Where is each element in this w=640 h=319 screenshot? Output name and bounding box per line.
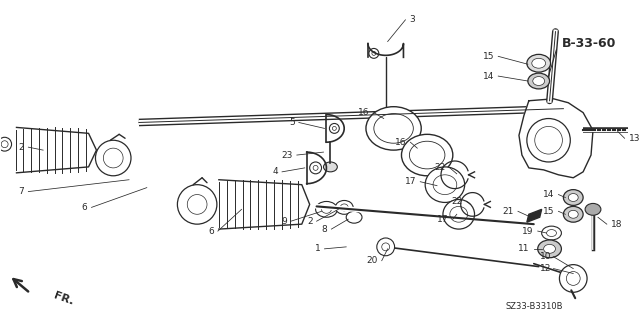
Circle shape [369, 48, 379, 58]
Text: 14: 14 [483, 71, 494, 81]
Text: FR.: FR. [52, 290, 75, 307]
Circle shape [372, 51, 376, 56]
Ellipse shape [527, 54, 550, 72]
Circle shape [0, 137, 12, 151]
Ellipse shape [321, 205, 332, 213]
Circle shape [381, 243, 390, 251]
Ellipse shape [585, 204, 601, 215]
Circle shape [559, 265, 587, 292]
Ellipse shape [541, 226, 561, 240]
Ellipse shape [532, 58, 546, 68]
Circle shape [377, 238, 395, 256]
Text: 23: 23 [282, 151, 293, 160]
Text: 20: 20 [367, 256, 378, 265]
Polygon shape [519, 99, 593, 178]
Text: 1: 1 [315, 244, 321, 253]
Circle shape [527, 119, 570, 162]
Text: 9: 9 [281, 217, 287, 226]
Ellipse shape [374, 114, 413, 143]
Text: 22: 22 [451, 197, 463, 206]
Text: SZ33-B3310B: SZ33-B3310B [505, 301, 563, 311]
Ellipse shape [450, 206, 468, 222]
Text: 6: 6 [208, 226, 214, 235]
Text: 19: 19 [522, 226, 534, 235]
Text: 16: 16 [395, 138, 406, 147]
Text: 8: 8 [322, 225, 328, 234]
Text: 11: 11 [518, 244, 530, 253]
Text: 2: 2 [307, 217, 313, 226]
Ellipse shape [410, 141, 445, 169]
Text: 12: 12 [540, 264, 552, 273]
Ellipse shape [563, 206, 583, 222]
Ellipse shape [433, 175, 457, 195]
Circle shape [177, 185, 217, 224]
Text: 13: 13 [628, 134, 640, 143]
Text: 4: 4 [273, 167, 278, 176]
Text: 7: 7 [19, 187, 24, 196]
Ellipse shape [568, 210, 578, 218]
Circle shape [566, 271, 580, 286]
Ellipse shape [401, 134, 453, 176]
Circle shape [95, 140, 131, 176]
Circle shape [332, 126, 337, 130]
Circle shape [313, 166, 318, 170]
Text: 5: 5 [289, 118, 295, 127]
Circle shape [330, 123, 339, 133]
Circle shape [535, 126, 563, 154]
Text: 15: 15 [483, 52, 494, 61]
Text: 15: 15 [543, 207, 554, 216]
Text: 22: 22 [435, 163, 446, 172]
Text: 2: 2 [19, 143, 24, 152]
Ellipse shape [425, 167, 465, 203]
Text: B-33-60: B-33-60 [561, 37, 616, 50]
Ellipse shape [323, 162, 337, 172]
Ellipse shape [316, 202, 337, 217]
Text: 17: 17 [404, 177, 416, 186]
Text: 6: 6 [82, 203, 88, 212]
Text: 17: 17 [437, 215, 449, 224]
Ellipse shape [563, 189, 583, 205]
Ellipse shape [543, 244, 556, 253]
Circle shape [310, 162, 321, 174]
Ellipse shape [532, 77, 545, 85]
Ellipse shape [346, 211, 362, 223]
Text: 16: 16 [358, 108, 370, 117]
Ellipse shape [528, 73, 550, 89]
Ellipse shape [538, 240, 561, 258]
Ellipse shape [443, 199, 474, 229]
Text: 14: 14 [543, 190, 554, 199]
Text: 10: 10 [540, 252, 552, 261]
Ellipse shape [366, 107, 421, 150]
Text: 18: 18 [611, 220, 622, 229]
Text: 3: 3 [410, 15, 415, 24]
Ellipse shape [335, 200, 353, 214]
Ellipse shape [340, 204, 348, 211]
Circle shape [104, 148, 123, 168]
Ellipse shape [568, 194, 578, 202]
Circle shape [1, 141, 8, 148]
Polygon shape [527, 209, 541, 222]
Text: 21: 21 [502, 207, 514, 216]
Circle shape [188, 195, 207, 214]
Ellipse shape [547, 230, 556, 236]
